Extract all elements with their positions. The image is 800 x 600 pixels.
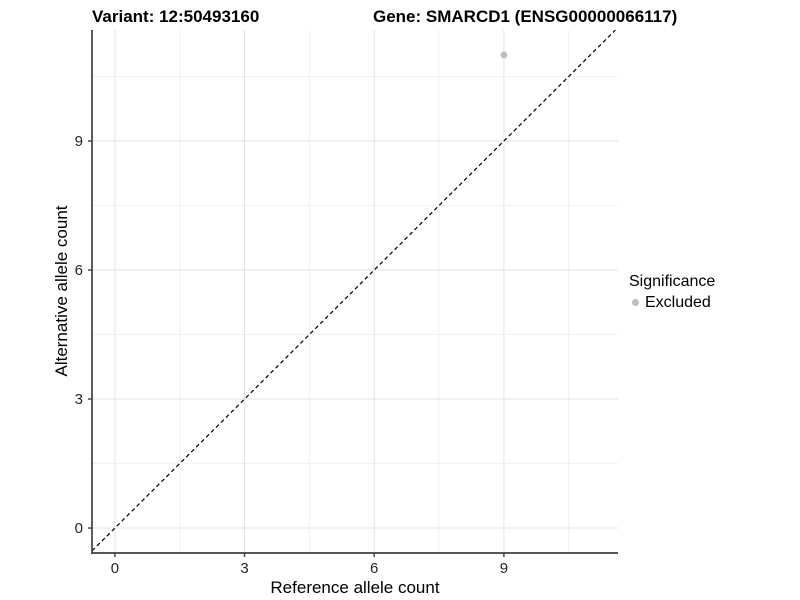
legend-title: Significance (629, 273, 716, 290)
y-tick-label: 3 (75, 391, 83, 408)
variant-title: Variant: 12:50493160 (92, 7, 260, 26)
excluded-point-icon (632, 299, 639, 306)
gene-title: Gene: SMARCD1 (ENSG00000066117) (373, 7, 678, 26)
y-axis-title: Alternative allele count (52, 205, 71, 377)
x-tick-label: 9 (500, 560, 508, 577)
y-tick-label: 9 (75, 133, 83, 150)
legend-item-excluded: Excluded (629, 293, 715, 312)
y-tick-label: 0 (75, 520, 83, 537)
x-tick-label: 3 (240, 560, 248, 577)
x-tick-label: 6 (370, 560, 378, 577)
x-tick-label: 0 (111, 560, 119, 577)
identity-reference-line (91, 29, 616, 552)
y-tick-label: 6 (75, 262, 83, 279)
legend: Significance Excluded (629, 272, 715, 312)
x-axis-title: Reference allele count (270, 578, 440, 597)
legend-item-label: Excluded (645, 294, 711, 311)
data-point (500, 51, 508, 59)
